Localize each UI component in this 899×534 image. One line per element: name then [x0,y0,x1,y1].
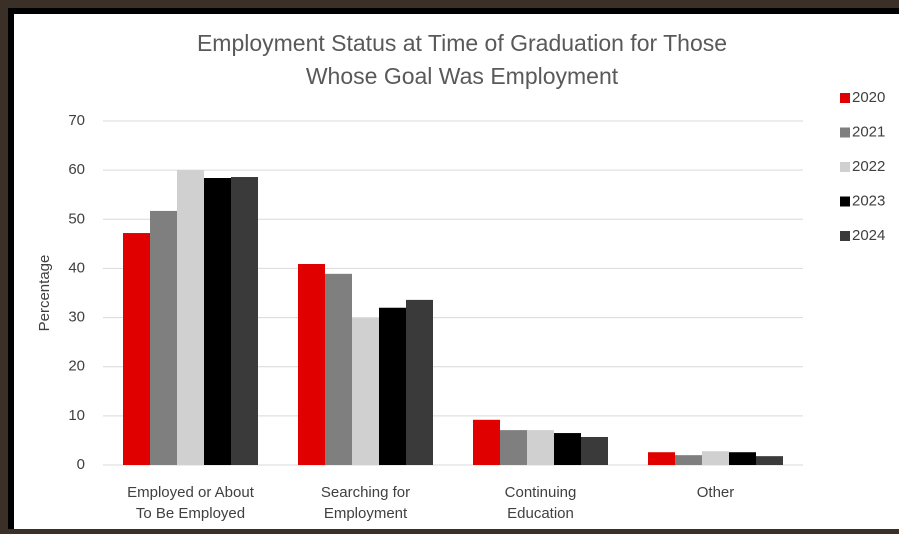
legend-swatch [840,127,850,138]
legend-swatch [840,93,850,103]
x-tick-label: To Be Employed [136,505,245,522]
x-tick-label: Continuing [505,484,577,501]
chart-title: Whose Goal Was Employment [306,63,619,89]
x-tick-label: Employment [324,505,408,522]
bar [352,318,379,465]
y-tick-label: 50 [68,210,85,227]
bar [177,170,204,465]
bar [702,451,729,465]
bar [379,307,406,465]
bar [231,177,258,465]
x-tick-label: Searching for [321,484,410,501]
bar [406,299,433,465]
bar [298,264,325,465]
y-tick-label: 30 [68,309,85,326]
legend-swatch [840,196,850,207]
bar [204,178,231,465]
legend-swatch [840,162,850,172]
x-tick-label: Education [507,505,574,522]
bar [729,452,756,465]
bar [500,430,527,465]
legend-label: 2022 [852,158,885,175]
x-tick-label: Other [697,484,735,501]
y-tick-label: 70 [68,112,85,129]
bar [675,455,702,465]
bar [554,433,581,465]
bar [123,233,150,465]
bar [527,430,554,465]
legend-label: 2024 [852,227,885,244]
y-tick-label: 10 [68,407,85,424]
legend-swatch [840,231,850,241]
bar [473,419,500,465]
legend-label: 2020 [852,89,885,106]
legend-label: 2021 [852,123,885,140]
bar [648,452,675,465]
y-tick-label: 40 [68,259,85,276]
y-axis-label: Percentage [36,255,53,332]
bar [150,210,177,465]
x-tick-label: Employed or About [127,484,255,501]
bar [325,273,352,465]
y-tick-label: 60 [68,161,85,178]
legend-label: 2023 [852,192,885,209]
bar [581,436,608,465]
y-tick-label: 0 [77,456,85,473]
bar [756,456,783,465]
y-tick-label: 20 [68,358,85,375]
chart-title: Employment Status at Time of Graduation … [197,30,727,56]
